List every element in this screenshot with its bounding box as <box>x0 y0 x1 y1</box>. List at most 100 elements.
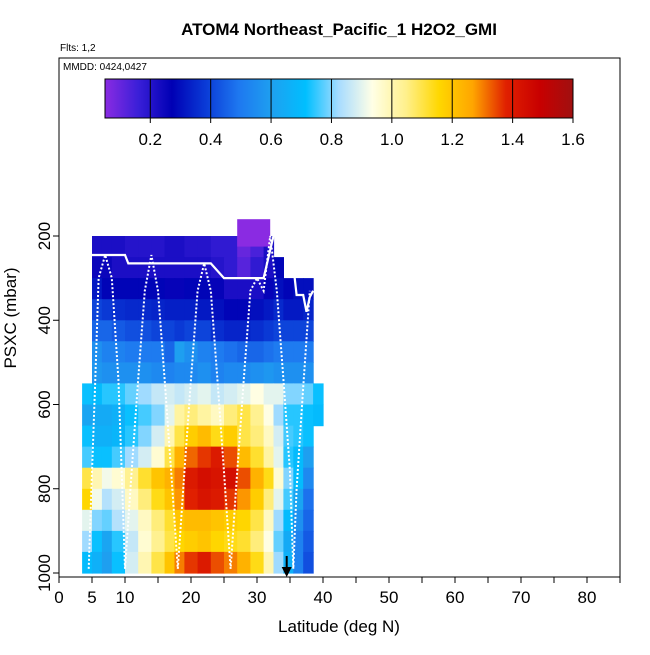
heatmap-cell <box>111 278 126 300</box>
heatmap-cell <box>210 551 225 574</box>
heatmap-cell <box>210 320 225 342</box>
heatmap-cell <box>101 320 113 342</box>
heatmap-cell <box>303 509 314 532</box>
heatmap-cell <box>82 488 93 511</box>
heatmap-cell <box>210 278 225 300</box>
heatmap-cell <box>151 467 166 490</box>
heatmap-cell <box>111 383 126 406</box>
heatmap-cell <box>184 383 199 406</box>
x-tick-label: 60 <box>446 588 465 607</box>
colorbar-tick-label: 1.0 <box>380 130 404 149</box>
heatmap-cell <box>101 404 113 427</box>
heatmap-cell <box>250 257 265 279</box>
heatmap-cell <box>174 467 185 490</box>
heatmap-cell <box>197 404 212 427</box>
heatmap-cell <box>174 278 185 300</box>
heatmap-cell <box>283 383 294 406</box>
heatmap-cell <box>263 446 275 469</box>
heatmap-cell <box>92 467 103 490</box>
heatmap-cell <box>82 383 93 406</box>
heatmap-cell <box>164 467 176 490</box>
heatmap-cell <box>197 488 212 511</box>
heatmap-cell <box>250 509 265 532</box>
heatmap-cell <box>273 278 284 300</box>
heatmap-cell <box>111 509 126 532</box>
heatmap-cell <box>283 278 294 300</box>
heatmap-cell <box>164 488 176 511</box>
colorbar-tick-label: 1.2 <box>440 130 464 149</box>
heatmap-cell <box>101 383 113 406</box>
heatmap-cell <box>184 257 199 279</box>
heatmap-cell <box>250 425 265 448</box>
heatmap-cell <box>184 530 199 553</box>
heatmap-cell <box>151 299 166 321</box>
heatmap-cell <box>263 299 275 321</box>
heatmap-cell <box>82 467 93 490</box>
heatmap-cell <box>151 530 166 553</box>
heatmap-cell <box>184 551 199 574</box>
heatmap-cell <box>111 467 126 490</box>
heatmap-cell <box>82 404 93 427</box>
heatmap-cell <box>224 236 238 258</box>
heatmap-cell <box>138 299 152 321</box>
heatmap-cell <box>303 446 314 469</box>
heatmap-cell <box>125 509 139 532</box>
heatmap-cell <box>138 425 152 448</box>
heatmap-cell <box>273 257 284 279</box>
y-tick-label: 400 <box>35 306 54 334</box>
heatmap-cell <box>303 362 314 385</box>
flight-track <box>87 251 179 569</box>
heatmap-cell <box>184 509 199 532</box>
heatmap-cell <box>303 278 314 300</box>
heatmap-cell <box>197 383 212 406</box>
heatmap-cell <box>151 236 166 258</box>
heatmap-cell <box>174 341 185 363</box>
heatmap-cell <box>237 257 251 279</box>
heatmap-cell <box>125 299 139 321</box>
heatmap-cell <box>92 530 103 553</box>
heatmap-cell <box>92 551 103 574</box>
top-envelope-line <box>85 234 315 313</box>
heatmap-cell <box>210 446 225 469</box>
heatmap-cell <box>250 362 265 385</box>
heatmap-cell <box>125 551 139 574</box>
y-tick-label: 600 <box>35 390 54 418</box>
plot-frame <box>58 57 621 578</box>
heatmap-cell <box>283 509 294 532</box>
heatmap-cell <box>92 341 103 363</box>
heatmap-cell <box>184 278 199 300</box>
heatmap-cell <box>273 467 284 490</box>
heatmap-cell <box>303 425 314 448</box>
heatmap-cell <box>197 362 212 385</box>
heatmap-cell <box>174 488 185 511</box>
heatmap-cell <box>283 551 294 574</box>
heatmap-cell <box>250 299 265 321</box>
heatmap-cell <box>293 551 304 574</box>
heatmap-cell <box>138 278 152 300</box>
heatmap-cell <box>92 509 103 532</box>
heatmap-cell <box>82 551 93 574</box>
heatmap-cell <box>303 320 314 342</box>
heatmap-cell <box>210 425 225 448</box>
heatmap-cell <box>250 530 265 553</box>
heatmap-cell <box>82 446 93 469</box>
heatmap-cell <box>250 551 265 574</box>
heatmap-cell <box>92 236 103 258</box>
arrow-head <box>281 567 292 577</box>
heatmap-cell <box>313 404 324 427</box>
heatmap-cell <box>101 341 113 363</box>
colorbar-tick-label: 0.6 <box>259 130 283 149</box>
heatmap-cell <box>174 383 185 406</box>
x-tick-label: 20 <box>182 588 201 607</box>
heatmap-cell <box>138 509 152 532</box>
heatmap-cell <box>184 341 199 363</box>
heatmap-cell <box>82 509 93 532</box>
heatmap-cell <box>164 320 176 342</box>
heatmap-cell <box>174 404 185 427</box>
colorbar: 0.2 0.4 0.6 0.8 1.0 1.2 1.4 1.6 <box>104 78 585 149</box>
x-tick-label: 50 <box>380 588 399 607</box>
heatmap-cell <box>273 446 284 469</box>
heatmap-cell <box>138 404 152 427</box>
y-tick-label: 200 <box>35 222 54 250</box>
